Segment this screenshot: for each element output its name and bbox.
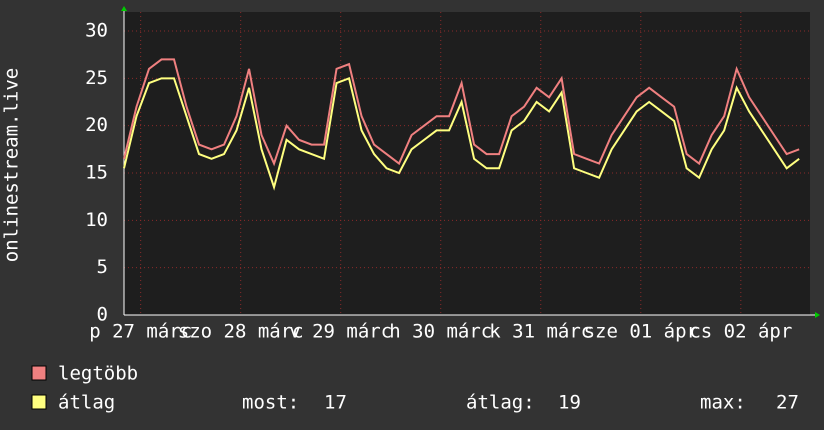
y-tick-label: 20 [85, 114, 108, 136]
x-tick-label: p 27 márc [89, 321, 192, 343]
y-axis-arrow [121, 6, 127, 11]
legend-label: átlag [58, 392, 115, 414]
y-tick-label: 10 [85, 209, 108, 231]
y-tick-label: 5 [97, 256, 108, 278]
y-tick-label: 15 [85, 162, 108, 184]
x-tick-label: h 30 márc [389, 321, 492, 343]
legend-swatch [31, 394, 47, 410]
series-line [123, 58, 800, 167]
stat-label: most: [242, 392, 299, 414]
y-axis-label: onlinestream.live [1, 68, 23, 262]
x-tick-label: sze 01 ápr [584, 321, 698, 343]
stat-label: max: [700, 392, 746, 414]
x-tick-label: k 31 márc [489, 321, 592, 343]
stat-value: 27 [776, 392, 799, 414]
legend-swatch [31, 365, 47, 381]
x-tick-label: szo 28 márc [178, 321, 304, 343]
plot-area [124, 12, 810, 315]
x-tick-label: cs 02 ápr [689, 321, 792, 343]
legend-label: legtöbb [58, 363, 138, 385]
series-line [123, 76, 800, 191]
stat-value: 19 [558, 392, 581, 414]
y-tick-label: 0 [97, 304, 108, 326]
y-tick-label: 30 [85, 20, 108, 42]
y-tick-label: 25 [85, 67, 108, 89]
stat-label: átlag: [466, 392, 535, 414]
stat-value: 17 [324, 392, 347, 414]
x-tick-label: v 29 márc [289, 321, 392, 343]
x-axis-arrow [815, 312, 820, 318]
